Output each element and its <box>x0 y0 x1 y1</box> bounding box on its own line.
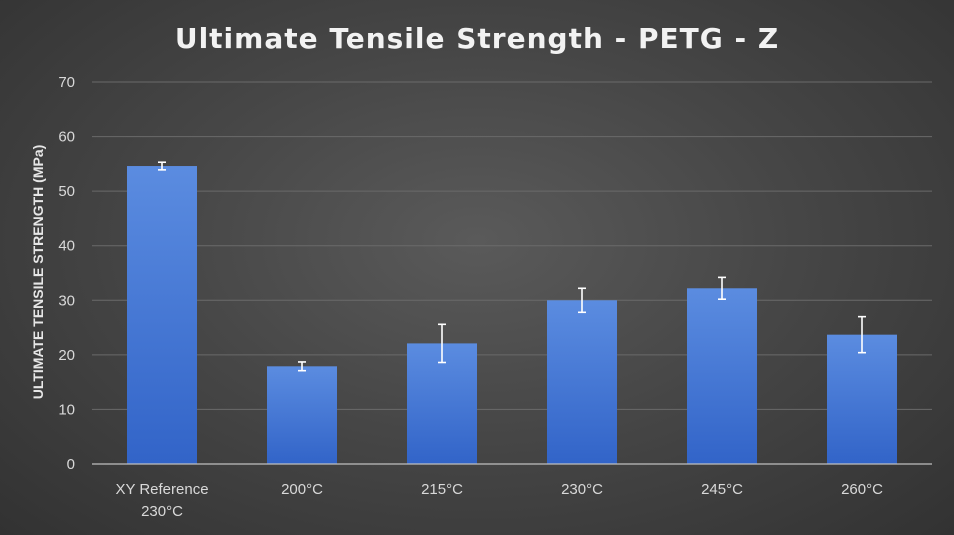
error-bar <box>578 287 586 314</box>
x-tick-label: 215°C <box>421 481 463 498</box>
x-tick-label: 200°C <box>281 481 323 498</box>
bar <box>127 166 197 465</box>
error-bar <box>158 161 166 171</box>
x-axis-ticks: XY Reference 230°C 200°C 215°C 230°C 245°C 260… <box>115 481 883 520</box>
y-axis-ticks: 0 10 20 30 40 50 60 70 <box>58 74 75 473</box>
error-bar <box>438 323 446 364</box>
error-bar <box>718 276 726 300</box>
y-tick-label: 10 <box>58 401 75 418</box>
bar <box>687 288 757 464</box>
x-tick-label: 245°C <box>701 481 743 498</box>
x-tick-label: 260°C <box>841 481 883 498</box>
y-tick-label: 0 <box>67 456 75 473</box>
y-tick-label: 20 <box>58 347 75 364</box>
y-tick-label: 70 <box>58 74 75 91</box>
error-bars <box>158 161 866 372</box>
bar <box>827 334 897 464</box>
error-bar <box>858 315 866 354</box>
x-tick-label: 230°C <box>561 481 603 498</box>
bar <box>267 366 337 464</box>
error-bar <box>298 361 306 372</box>
bar <box>407 343 477 464</box>
y-tick-label: 50 <box>58 183 75 200</box>
chart-title: Ultimate Tensile Strength - PETG - Z <box>175 22 779 55</box>
y-tick-label: 30 <box>58 292 75 309</box>
y-tick-label: 60 <box>58 129 75 146</box>
y-axis-label: ULTIMATE TENSILE STRENGTH (MPa) <box>30 145 46 400</box>
x-tick-label: XY Reference 230°C <box>115 481 208 520</box>
y-tick-label: 40 <box>58 238 75 255</box>
bar <box>547 300 617 464</box>
gridlines <box>92 81 932 410</box>
bars <box>127 166 897 465</box>
